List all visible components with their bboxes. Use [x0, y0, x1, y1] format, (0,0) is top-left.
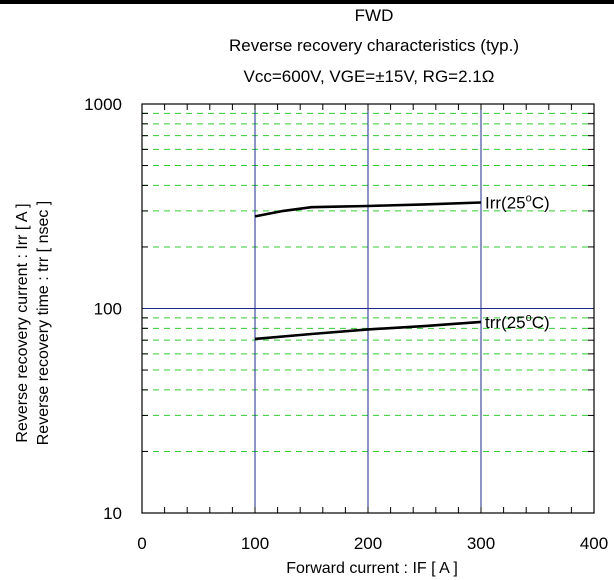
- chart-conditions: Vcc=600V, VGE=±15V, RG=2.1Ω: [244, 67, 495, 86]
- y-tick-label: 10: [103, 504, 122, 523]
- y-tick-label: 1000: [84, 95, 122, 114]
- series-line-irr: [254, 201, 482, 218]
- x-tick-label: 0: [137, 534, 146, 553]
- y-tick-label: 100: [94, 300, 122, 319]
- labels-layer: 0 100 200 300 400 10 100 1000 Irr(25oC) trr(25oC): [84, 95, 608, 553]
- ticks-layer: [142, 104, 594, 513]
- grid-layer: [142, 104, 594, 513]
- x-axis-label: Forward current : IF [ A ]: [286, 560, 458, 577]
- chart-subtitle: Reverse recovery characteristics (typ.): [229, 36, 519, 55]
- x-tick-label: 100: [241, 534, 269, 553]
- series-label-irr: Irr(25oC): [485, 192, 550, 212]
- series-line-trr: [254, 320, 482, 341]
- y-axis-label-line1: Reverse recovery current : Irr [ A ]: [14, 203, 31, 442]
- series-label-trr: trr(25oC): [485, 312, 550, 332]
- y-axis-label-line2: Reverse recovery time : trr [ nsec ]: [35, 201, 52, 446]
- series-layer: [254, 201, 482, 341]
- top-rule: [0, 0, 614, 4]
- chart-title: FWD: [355, 6, 394, 25]
- x-tick-label: 300: [467, 534, 495, 553]
- x-tick-label: 200: [354, 534, 382, 553]
- x-tick-label: 400: [580, 534, 608, 553]
